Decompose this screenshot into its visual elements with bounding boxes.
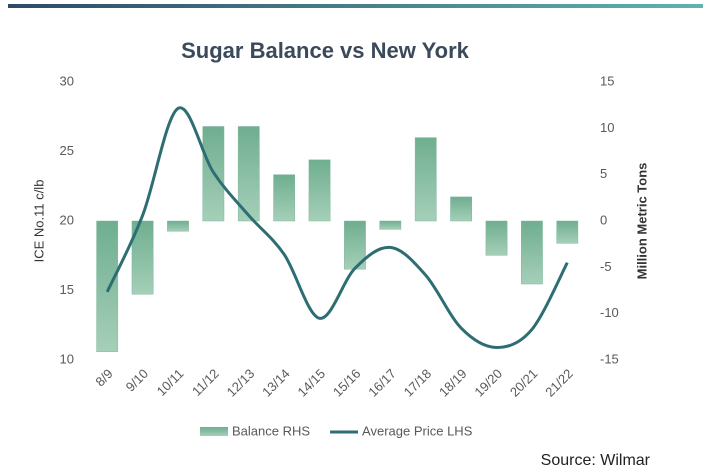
bar — [131, 220, 154, 295]
source: Source: Wilmar — [541, 452, 651, 469]
x-tick-label: 21/22 — [542, 366, 576, 400]
bar — [167, 220, 189, 232]
y-tick-label: 25 — [60, 143, 74, 158]
x-tick-label: 17/18 — [401, 366, 435, 400]
top-bar — [8, 4, 703, 8]
bar — [308, 159, 331, 222]
y2-tick-label: -10 — [600, 305, 619, 320]
y2-tick-label: -5 — [600, 259, 612, 274]
x-tick-label: 15/16 — [330, 366, 364, 400]
y-tick-label: 20 — [60, 212, 74, 227]
x-tick-label: 8/9 — [92, 366, 115, 389]
y-tick-label: 15 — [60, 282, 74, 297]
y-axis-label: ICE No.11 c/lb — [31, 180, 46, 263]
x-tick-label: 11/12 — [189, 366, 222, 399]
bar — [556, 220, 579, 244]
x-tick-label: 9/10 — [123, 366, 152, 395]
x-tick-label: 20/21 — [507, 366, 541, 400]
chart-title: Sugar Balance vs New York — [181, 38, 470, 63]
x-tick-label: 12/13 — [224, 366, 258, 400]
legend-swatch — [200, 427, 228, 436]
bar — [237, 126, 260, 222]
bar — [521, 220, 543, 285]
y2-tick-label: 0 — [600, 212, 607, 227]
x-tick-label: 19/20 — [471, 366, 505, 400]
x-tick-label: 13/14 — [259, 366, 293, 400]
y2-tick-label: 10 — [600, 120, 614, 135]
x-tick-label: 10/11 — [154, 366, 187, 399]
line — [105, 106, 569, 349]
y2-tick-label: 5 — [600, 166, 607, 181]
y-tick-label: 30 — [60, 73, 74, 88]
y2-axis-label: Million Metric Tons — [634, 163, 649, 280]
bar — [485, 220, 508, 256]
y2-tick-label: -15 — [600, 351, 619, 366]
bar — [96, 220, 119, 352]
y-tick-label: 10 — [60, 351, 74, 366]
bar — [379, 220, 402, 230]
bar — [273, 174, 296, 222]
bar — [414, 137, 437, 222]
y2-tick-label: 15 — [600, 73, 614, 88]
x-tick-label: 14/15 — [294, 366, 328, 400]
x-tick-label: 16/17 — [365, 366, 399, 400]
bar — [450, 196, 472, 222]
legend-label: Average Price LHS — [362, 423, 473, 438]
legend-label: Balance RHS — [232, 423, 310, 438]
x-tick-label: 18/19 — [436, 366, 470, 400]
